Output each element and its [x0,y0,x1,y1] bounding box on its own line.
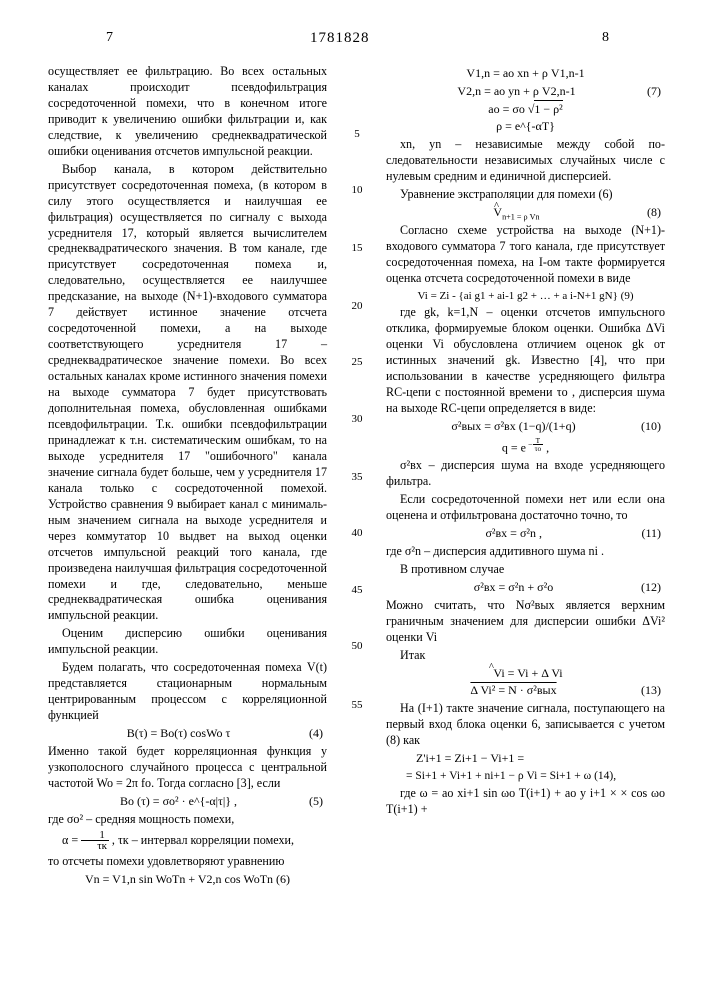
line-number: 55 [349,699,365,711]
page-number-left: 7 [106,30,113,46]
para: Итак [386,648,665,664]
line-number: 40 [349,527,365,539]
equation-7d: ρ = e^{-αT} [386,119,665,135]
para: Будем полагать, что сосредоточенная поме… [48,660,327,724]
para: α = 1τк , τк – интервал корреляции по­ме… [48,830,327,853]
left-column: осуществляет ее фильтрацию. Во всех ос­т… [48,64,327,890]
equation-7c: ao = σo √1 − ρ² [386,102,665,118]
para: где gk, k=1,N – оценки отсчетов импуль­с… [386,305,665,417]
line-number: 30 [349,413,365,425]
line-number: 45 [349,584,365,596]
line-number: 50 [349,640,365,652]
line-number-gutter: 5 10 15 20 25 30 35 40 45 50 55 [349,64,364,890]
equation-11: σ²вх = σ²n ,(11) [386,526,665,542]
para: Согласно схеме устройства на выходе (N+1… [386,223,665,287]
para: Можно считать, что Nσ²вых является верхн… [386,598,665,646]
equation-7b: V2,n = ao yn + ρ V2,n-1(7) [386,84,665,100]
equation-5: Bo (τ) = σo² · e^{-α|τ|} ,(5) [48,794,327,810]
patent-page: 7 1781828 8 осуществляет ее фильтрацию. … [0,0,707,890]
para: Именно такой будет корреляционная функ­ц… [48,744,327,792]
para: Если сосредоточенной помехи нет или если… [386,492,665,524]
para: осуществляет ее фильтрацию. Во всех ос­т… [48,64,327,160]
para: то отсчеты помехи удовлетворяют уравне­н… [48,854,327,870]
equation-9: Vi = Zi - {ai g1 + ai-1 g2 + … + a i-N+1… [386,289,665,304]
equation-8: Vn+1 = ρ Vn(8) [386,205,665,221]
para: Уравнение экстраполяции для помехи (6) [386,187,665,203]
para: Оценим дисперсию ошибки оценивания импул… [48,626,327,658]
equation-4: B(τ) = Bo(τ) cosWo τ(4) [48,726,327,742]
equation-6: Vn = V1,n sin WoTn + V2,n cos WoTn (6) [48,872,327,888]
para: Выбор канала, в котором действитель­но п… [48,162,327,625]
equation-13b: Δ Vi² = N · σ²вых(13) [386,683,665,699]
para: В противном случае [386,562,665,578]
line-number: 25 [349,356,365,368]
para: где σ²n – дисперсия аддитивного шума ni … [386,544,665,560]
right-column: V1,n = ao xn + ρ V1,n-1 V2,n = ao yn + ρ… [386,64,665,890]
two-column-body: осуществляет ее фильтрацию. Во всех ос­т… [48,64,665,890]
page-header: 7 1781828 8 [48,30,665,64]
equation-12: σ²вх = σ²n + σ²o(12) [386,580,665,596]
para: σ²вх – дисперсия шума на входе усредня­ю… [386,458,665,490]
equation-7a: V1,n = ao xn + ρ V1,n-1 [386,66,665,82]
para: где σo² – средняя мощность помехи, [48,812,327,828]
equation-10b: q = e −Tτo , [386,437,665,457]
line-number: 5 [349,128,365,140]
para: где ω = ao xi+1 sin ωo T(i+1) + ao y i+1… [386,786,665,818]
equation-10: σ²вых = σ²вх (1−q)/(1+q)(10) [386,419,665,435]
line-number: 20 [349,300,365,312]
para: xn, yn – независимые между собой по­след… [386,137,665,185]
line-number: 35 [349,471,365,483]
equation-14b: = Si+1 + Vi+1 + ni+1 − ρ Vi = Si+1 + ω (… [386,769,665,784]
page-number-right: 8 [602,30,609,46]
line-number: 10 [349,184,365,196]
equation-14a: Z'i+1 = Zi+1 − Vi+1 = [386,751,665,767]
para: На (I+1) такте значение сигнала, поступа… [386,701,665,749]
line-number: 15 [349,242,365,254]
equation-13a: Vi = Vi + Δ Vi [386,666,665,682]
document-number: 1781828 [310,30,370,47]
